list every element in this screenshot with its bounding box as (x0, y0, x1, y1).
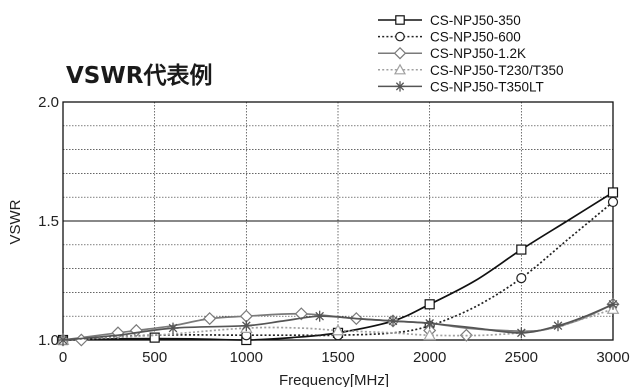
data-point-diamond (393, 46, 407, 60)
x-axis-ticks: 0 500 1000 1500 2000 2500 3000 (59, 349, 630, 366)
legend-item: CS-NPJ50-T230/T350 (378, 63, 564, 78)
y-axis-ticks: 1.0 1.5 2.0 (38, 94, 59, 349)
legend-item: CS-NPJ50-T350LT (378, 79, 544, 94)
data-point-square (607, 187, 619, 198)
x-tick-label: 3000 (596, 349, 629, 366)
data-point-square (395, 15, 405, 25)
data-point-asterisk (387, 315, 399, 327)
series-line (62, 303, 614, 341)
data-point-circle (395, 31, 405, 42)
data-point-asterisk (552, 320, 564, 332)
data-point-asterisk (515, 327, 527, 339)
chart-title: VSWR代表例 (66, 63, 212, 89)
legend-label: CS-NPJ50-350 (430, 13, 521, 28)
data-point-diamond (129, 323, 143, 338)
y-tick-label: 2.0 (38, 94, 59, 111)
data-point-circle (607, 196, 619, 208)
data-point-square (424, 299, 435, 310)
x-tick-label: 0 (59, 349, 67, 366)
x-tick-label: 1000 (230, 349, 263, 366)
x-tick-label: 1500 (321, 349, 354, 366)
legend-label: CS-NPJ50-1.2K (430, 46, 526, 61)
data-point-square (149, 332, 160, 343)
data-point-triangle (423, 328, 436, 341)
series-line (62, 191, 614, 341)
data-point-asterisk (57, 334, 69, 346)
series-layer (56, 187, 620, 347)
series-5 (57, 298, 619, 346)
y-tick-label: 1.5 (38, 213, 59, 230)
legend-label: CS-NPJ50-600 (430, 30, 521, 45)
grid-lines (63, 102, 613, 340)
data-point-diamond (294, 307, 308, 321)
series-line (62, 308, 614, 341)
legend-item: CS-NPJ50-600 (378, 30, 521, 45)
data-point-asterisk (167, 322, 179, 334)
data-point-asterisk (394, 81, 406, 92)
data-point-asterisk (314, 310, 326, 322)
data-point-square (516, 244, 527, 255)
data-point-asterisk (240, 320, 252, 332)
data-point-triangle (331, 323, 345, 336)
y-axis-label: VSWR (7, 199, 24, 244)
y-tick-label: 1.0 (38, 332, 59, 349)
legend-label: CS-NPJ50-T350LT (430, 79, 544, 94)
x-axis-label: Frequency[MHz] (279, 372, 389, 387)
x-tick-label: 2500 (505, 349, 538, 366)
legend-item: CS-NPJ50-1.2K (378, 46, 526, 61)
legend-item: CS-NPJ50-350 (378, 13, 521, 28)
data-point-triangle (393, 63, 407, 75)
x-tick-label: 2000 (413, 349, 446, 366)
x-tick-label: 500 (142, 349, 167, 366)
data-point-asterisk (607, 298, 619, 310)
data-point-diamond (239, 309, 253, 323)
data-point-asterisk (424, 317, 436, 329)
legend-label: CS-NPJ50-T230/T350 (430, 63, 564, 78)
data-point-diamond (203, 312, 217, 326)
data-point-circle (516, 273, 527, 284)
